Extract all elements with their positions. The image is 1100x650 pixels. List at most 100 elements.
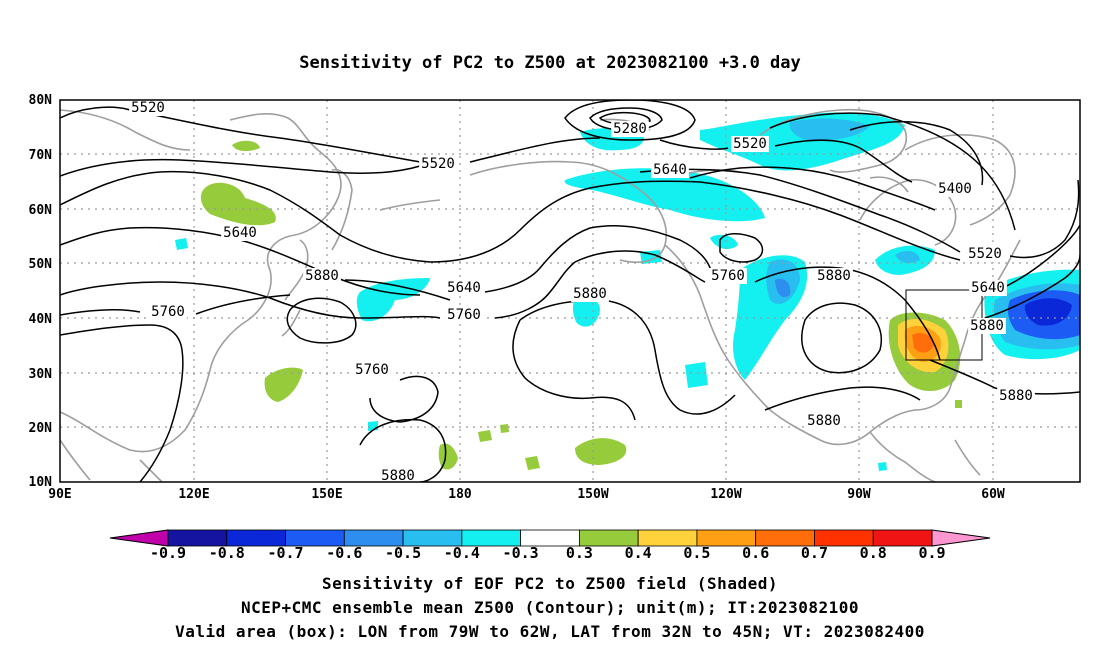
longitude-labels: 90E 120E 150E 180 150W 120W 90W 60W (48, 487, 1005, 502)
contour-label-bg (445, 280, 483, 296)
coastline-kamchatka (331, 168, 353, 251)
colorbar-label: -0.8 (209, 544, 245, 562)
contour-label-bg (571, 286, 609, 302)
coastlines (60, 108, 1021, 482)
contour-line (494, 250, 706, 319)
contour-label: 5880 (305, 268, 339, 284)
contour-labels: 5520 5280 5520 5520 5640 5400 5640 5520 5880 5640… (129, 100, 1035, 484)
shade-cyan-region (572, 297, 600, 327)
contour-label: 5640 (447, 280, 481, 296)
lon-label: 180 (448, 487, 472, 502)
contour-label-bg (966, 246, 1004, 262)
lat-label: 30N (29, 367, 53, 382)
shade-green-region (575, 438, 627, 465)
contour-line (60, 158, 421, 177)
contour-line (60, 170, 961, 263)
colorbar-label: 0.4 (625, 544, 652, 562)
colorbar-label: 0.8 (860, 544, 887, 562)
contour-label: 5760 (151, 304, 185, 320)
colorbar-label: -0.6 (326, 544, 362, 562)
colorbar-label: -0.5 (385, 544, 421, 562)
contour-line (564, 100, 696, 141)
lon-label: 150W (577, 487, 608, 502)
contour-label: 5520 (733, 136, 767, 152)
contour-label-bg (968, 318, 1006, 334)
shade-blue-region (895, 250, 920, 263)
contour-line (60, 106, 421, 163)
shade-green-region (264, 367, 303, 402)
coastline-greenland (904, 134, 1016, 226)
lat-label: 20N (29, 421, 53, 436)
colorbar-label: -0.9 (150, 544, 186, 562)
shade-blue-region (775, 278, 791, 298)
coastline-gulf (819, 339, 966, 446)
colorbar-label: 0.3 (566, 544, 593, 562)
contour-label: 5520 (131, 100, 165, 116)
coastline-north-america-west (664, 244, 821, 441)
coastline-south-asia (60, 439, 163, 482)
shade-green-region (525, 456, 540, 470)
lat-label: 40N (29, 312, 53, 327)
lon-label: 120W (710, 487, 741, 502)
contour-label: 5280 (613, 121, 647, 137)
coastline-arctic-islands (759, 108, 909, 193)
contour-label: 5640 (971, 280, 1005, 296)
contour-label-bg (611, 121, 649, 137)
contour-label-bg (129, 100, 167, 116)
contour-label-bg (709, 268, 747, 284)
colorbar-label: 0.5 (683, 544, 710, 562)
shade-cyan-region (878, 462, 887, 471)
lon-label: 60W (981, 487, 1005, 502)
colorbar-label: 0.6 (742, 544, 769, 562)
contour-label-bg (997, 388, 1035, 404)
gridlines (60, 100, 1080, 482)
colorbar-label: -0.4 (444, 544, 480, 562)
shade-green-region (438, 443, 458, 470)
contour-line (512, 319, 636, 421)
coastline-japan (281, 239, 309, 337)
lon-label: 90W (847, 487, 871, 502)
shade-cyan-region (564, 168, 765, 222)
coastline-northeast-asia (60, 109, 191, 151)
shaded-sensitivity (175, 112, 1080, 471)
shade-cyan-region (175, 238, 188, 250)
shade-green-region (500, 424, 509, 433)
lon-label: 90E (48, 487, 71, 502)
coastline-central-america (869, 431, 981, 482)
colorbar-label: 0.9 (918, 544, 945, 562)
contour-label: 5760 (355, 362, 389, 378)
shade-green-region (232, 140, 260, 152)
contour-line (359, 418, 447, 482)
contour-label-bg (379, 468, 417, 484)
contour-line (659, 139, 913, 183)
contour-label-bg (303, 268, 341, 284)
contour-line (60, 324, 184, 482)
contour-label: 5880 (573, 286, 607, 302)
contour-label: 5760 (711, 268, 745, 284)
shade-darkorange-region (912, 332, 934, 353)
contour-line (639, 168, 961, 253)
contour-line (484, 224, 713, 293)
contour-line (519, 299, 736, 415)
contour-line (719, 233, 764, 263)
shade-blue-region (789, 118, 870, 141)
contour-label: 5880 (807, 413, 841, 429)
map-title: Sensitivity of PC2 to Z500 at 2023082100… (299, 53, 801, 73)
shade-green-region (955, 400, 962, 408)
shade-darkblue-region (1024, 298, 1072, 326)
colorbar-label: -0.7 (267, 544, 303, 562)
contour-label-bg (731, 136, 769, 152)
contour-label: 5880 (970, 318, 1004, 334)
plot-area (60, 100, 1080, 482)
shade-green-region (478, 430, 492, 442)
contour-line (764, 386, 921, 411)
lat-label: 70N (29, 148, 53, 163)
contour-label: 5760 (447, 307, 481, 323)
contour-line (60, 309, 141, 316)
contour-label-bg (651, 162, 689, 178)
contour-label-bg (419, 156, 457, 172)
shade-cyan-region (710, 234, 738, 250)
colorbar-label: 0.7 (801, 544, 828, 562)
contour-label: 5400 (938, 181, 972, 197)
